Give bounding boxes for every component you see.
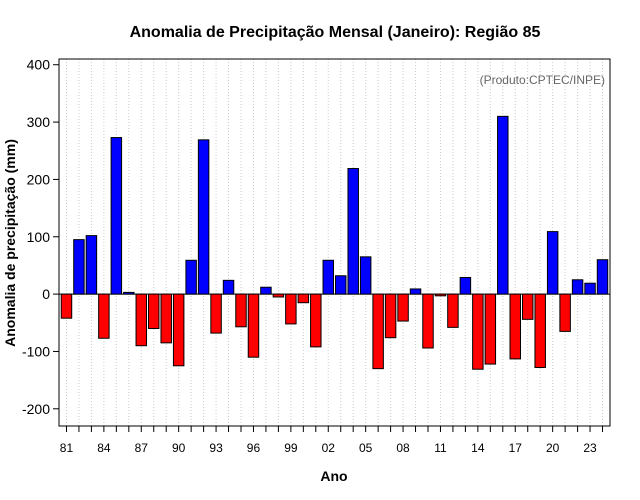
- bar-2023: [584, 282, 596, 295]
- x-tick-label: 23: [583, 441, 597, 455]
- x-tick-label: 11: [434, 441, 447, 455]
- plot-frame: [58, 58, 611, 427]
- y-axis-label: Anomalia de precipitação (mm): [2, 139, 18, 347]
- bar-2014: [472, 293, 484, 370]
- bar-2013: [459, 276, 472, 295]
- bar-1992: [197, 139, 210, 295]
- bar-1985: [110, 137, 123, 295]
- y-tick-label: -100: [22, 343, 50, 359]
- bars: [60, 115, 609, 370]
- bar-2017: [509, 293, 521, 360]
- bar-2001: [310, 293, 322, 348]
- bar-2002: [322, 259, 335, 295]
- y-tick-label: -200: [22, 401, 50, 417]
- bar-1984: [98, 293, 110, 339]
- x-tick-label: 17: [509, 441, 523, 455]
- bar-1986: [123, 291, 135, 295]
- x-tick-label: 08: [396, 441, 410, 455]
- bar-1993: [210, 293, 222, 334]
- y-tick-label: 300: [27, 114, 51, 130]
- x-tick-label: 20: [546, 441, 560, 455]
- x-tick-label: 84: [97, 441, 111, 455]
- bar-1991: [185, 259, 197, 295]
- x-axis: 81 84 87 90 93 96 99 02 05 08 11 14 17 20 23: [60, 426, 604, 455]
- bar-2015: [484, 293, 497, 365]
- bar-1990: [172, 293, 185, 367]
- bar-1981: [60, 293, 73, 319]
- bar-2018: [521, 293, 534, 320]
- x-axis-label: Ano: [320, 468, 347, 484]
- bar-1995: [235, 293, 247, 328]
- bar-1982: [73, 239, 85, 295]
- bar-2010: [422, 293, 434, 349]
- bar-1998: [272, 293, 285, 298]
- bar-2016: [497, 115, 509, 295]
- bar-1996: [247, 293, 260, 358]
- bar-2004: [347, 168, 359, 295]
- x-tick-label: 96: [247, 441, 261, 455]
- x-tick-label: 14: [471, 441, 485, 455]
- bar-1999: [285, 293, 297, 325]
- bar-2003: [334, 275, 347, 295]
- bar-2005: [359, 256, 372, 295]
- bar-2009: [409, 288, 422, 295]
- bar-2006: [372, 293, 384, 370]
- bar-2007: [384, 293, 397, 339]
- chart-title: Anomalia de Precipitação Mensal (Janeiro…: [130, 24, 541, 41]
- bar-1988: [148, 293, 160, 330]
- bar-1994: [222, 279, 235, 295]
- y-tick-label: 400: [27, 57, 51, 73]
- grid: [65, 59, 604, 426]
- bar-1987: [135, 293, 148, 347]
- bar-2012: [447, 293, 459, 328]
- bar-2022: [571, 279, 584, 295]
- bar-1997: [260, 286, 272, 295]
- x-tick-label: 90: [172, 441, 186, 455]
- bar-2021: [559, 293, 571, 332]
- bar-2011: [434, 293, 447, 297]
- bar-2000: [297, 293, 310, 304]
- bar-1983: [85, 235, 98, 295]
- x-tick-label: 87: [135, 441, 149, 455]
- x-tick-label: 05: [359, 441, 373, 455]
- x-tick-label: 81: [60, 441, 74, 455]
- source-annotation: (Produto:CPTEC/INPE): [480, 73, 605, 87]
- x-tick-label: 02: [322, 441, 336, 455]
- bar-2008: [397, 293, 409, 322]
- y-axis: -200 -100 0 100 200 300 400: [22, 57, 59, 417]
- x-tick-label: 99: [284, 441, 298, 455]
- bar-2020: [546, 231, 559, 295]
- y-tick-label: 0: [42, 286, 50, 302]
- bar-2019: [534, 293, 546, 369]
- x-tick-label: 93: [209, 441, 223, 455]
- bar-2024: [596, 259, 609, 295]
- y-tick-label: 200: [27, 171, 51, 187]
- y-tick-label: 100: [27, 229, 51, 245]
- bar-1989: [160, 293, 172, 344]
